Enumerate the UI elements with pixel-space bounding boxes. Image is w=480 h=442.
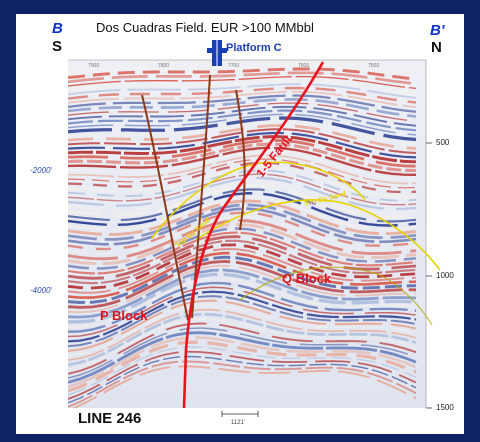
top-tick-label: 7800 <box>158 63 170 69</box>
reflector-stripe <box>68 255 417 304</box>
reflector-stripe <box>68 360 417 408</box>
reflector-stripe <box>68 350 417 400</box>
right-tick-500: 500 <box>436 138 450 147</box>
q-block-label: Q Block <box>282 271 332 286</box>
reflector-stripe <box>68 161 417 194</box>
reflector-stripe <box>68 75 417 90</box>
reflector-stripe <box>68 227 417 270</box>
reflector-stripe <box>68 142 417 173</box>
reflector-stripe <box>68 109 417 132</box>
reflector-stripe <box>68 196 417 231</box>
reflector-stripe <box>68 346 417 396</box>
reflector-stripe <box>68 331 417 384</box>
reflector-stripe <box>68 251 417 299</box>
platform-label: Platform C <box>226 42 282 54</box>
reflector-stripe <box>68 264 417 314</box>
reflector-stripe <box>68 97 417 118</box>
reflector-stripe <box>68 355 417 404</box>
top-tick-label: 7600 <box>298 63 310 69</box>
reflector-stripe <box>68 243 417 290</box>
reflector-stripe <box>68 340 417 393</box>
depth-label-2000: -2000' <box>30 166 52 175</box>
reflector-stripe <box>68 60 417 72</box>
horizon-top-gz <box>151 161 366 239</box>
reflector-stripe <box>68 322 417 375</box>
reflector-stripe <box>71 365 417 408</box>
reflector-stripe <box>68 327 417 379</box>
minor-fault-3 <box>235 89 246 231</box>
direction-south: S <box>52 38 63 55</box>
reflector-stripe <box>68 277 417 328</box>
reflector-stripe <box>68 64 417 76</box>
reflector-stripe <box>68 173 417 206</box>
line-label: LINE 246 <box>78 410 142 427</box>
reflector-stripe <box>68 102 417 122</box>
reflector-stripe <box>68 260 417 309</box>
reflector-stripe <box>68 268 417 319</box>
reflector-stripe <box>68 71 417 86</box>
reflector-stripe <box>68 184 417 219</box>
reflector-stripe <box>68 150 416 180</box>
depth-label-4000: -4000' <box>30 286 52 295</box>
right-tick-1000: 1000 <box>436 271 454 280</box>
reflector-stripe <box>68 290 417 343</box>
reflector-stripe <box>68 312 417 367</box>
direction-north: N <box>431 39 442 56</box>
reflector-stripe <box>68 222 417 266</box>
reflector-stripe <box>68 295 417 348</box>
reflector-stripe <box>68 113 417 136</box>
reflector-stripe <box>68 138 417 168</box>
reflector-stripe <box>68 78 417 95</box>
reflector-stripe <box>68 154 417 185</box>
scale-label: 1121' <box>231 420 246 426</box>
reflector-stripe <box>68 90 417 109</box>
reflector-stripe <box>68 191 417 227</box>
right-tick-1500: 1500 <box>436 403 454 412</box>
reflector-stripe <box>68 176 417 210</box>
corner-label-right: B' <box>430 22 445 39</box>
reflector-stripe <box>68 272 417 324</box>
top-tick-label: 7700 <box>228 63 240 69</box>
reflector-stripe <box>68 203 417 241</box>
reflector-stripe <box>68 67 417 81</box>
reflector-stripe <box>68 299 417 352</box>
reflector-stripe <box>68 86 417 104</box>
reflector-stripe <box>68 308 417 362</box>
corner-label-left: B <box>52 20 63 37</box>
top-tick-label: 7500 <box>368 63 380 69</box>
slide-title: Dos Cuadras Field. EUR >100 MMbbl <box>96 20 314 35</box>
minor-fault-1 <box>141 94 189 321</box>
reflector-stripe <box>68 169 417 202</box>
reflector-stripe <box>68 158 417 189</box>
top-tick-label: 7900 <box>88 63 100 69</box>
reflector-stripe <box>68 188 417 223</box>
reflector-stripe <box>68 231 417 275</box>
reflector-stripe <box>68 83 417 99</box>
reflector-stripe <box>68 336 417 388</box>
p-block-label: P Block <box>100 308 148 323</box>
platform-marker <box>207 40 227 66</box>
reflector-stripe <box>68 281 417 333</box>
reflector-stripe <box>68 239 417 285</box>
horizon-lower <box>239 266 433 326</box>
reflector-stripe <box>68 304 417 357</box>
horizon-top-gy <box>195 199 441 271</box>
reflector-stripe <box>68 207 417 246</box>
reflector-stripe <box>68 105 417 127</box>
reflector-stripe <box>68 248 417 294</box>
reflector-stripe <box>68 146 417 176</box>
main-fault <box>182 61 325 409</box>
reflector-stripe <box>68 131 417 159</box>
reflector-stripe <box>68 94 417 113</box>
reflector-stripe <box>68 199 417 236</box>
reflector-stripe <box>68 317 417 371</box>
reflector-stripe <box>68 116 417 142</box>
